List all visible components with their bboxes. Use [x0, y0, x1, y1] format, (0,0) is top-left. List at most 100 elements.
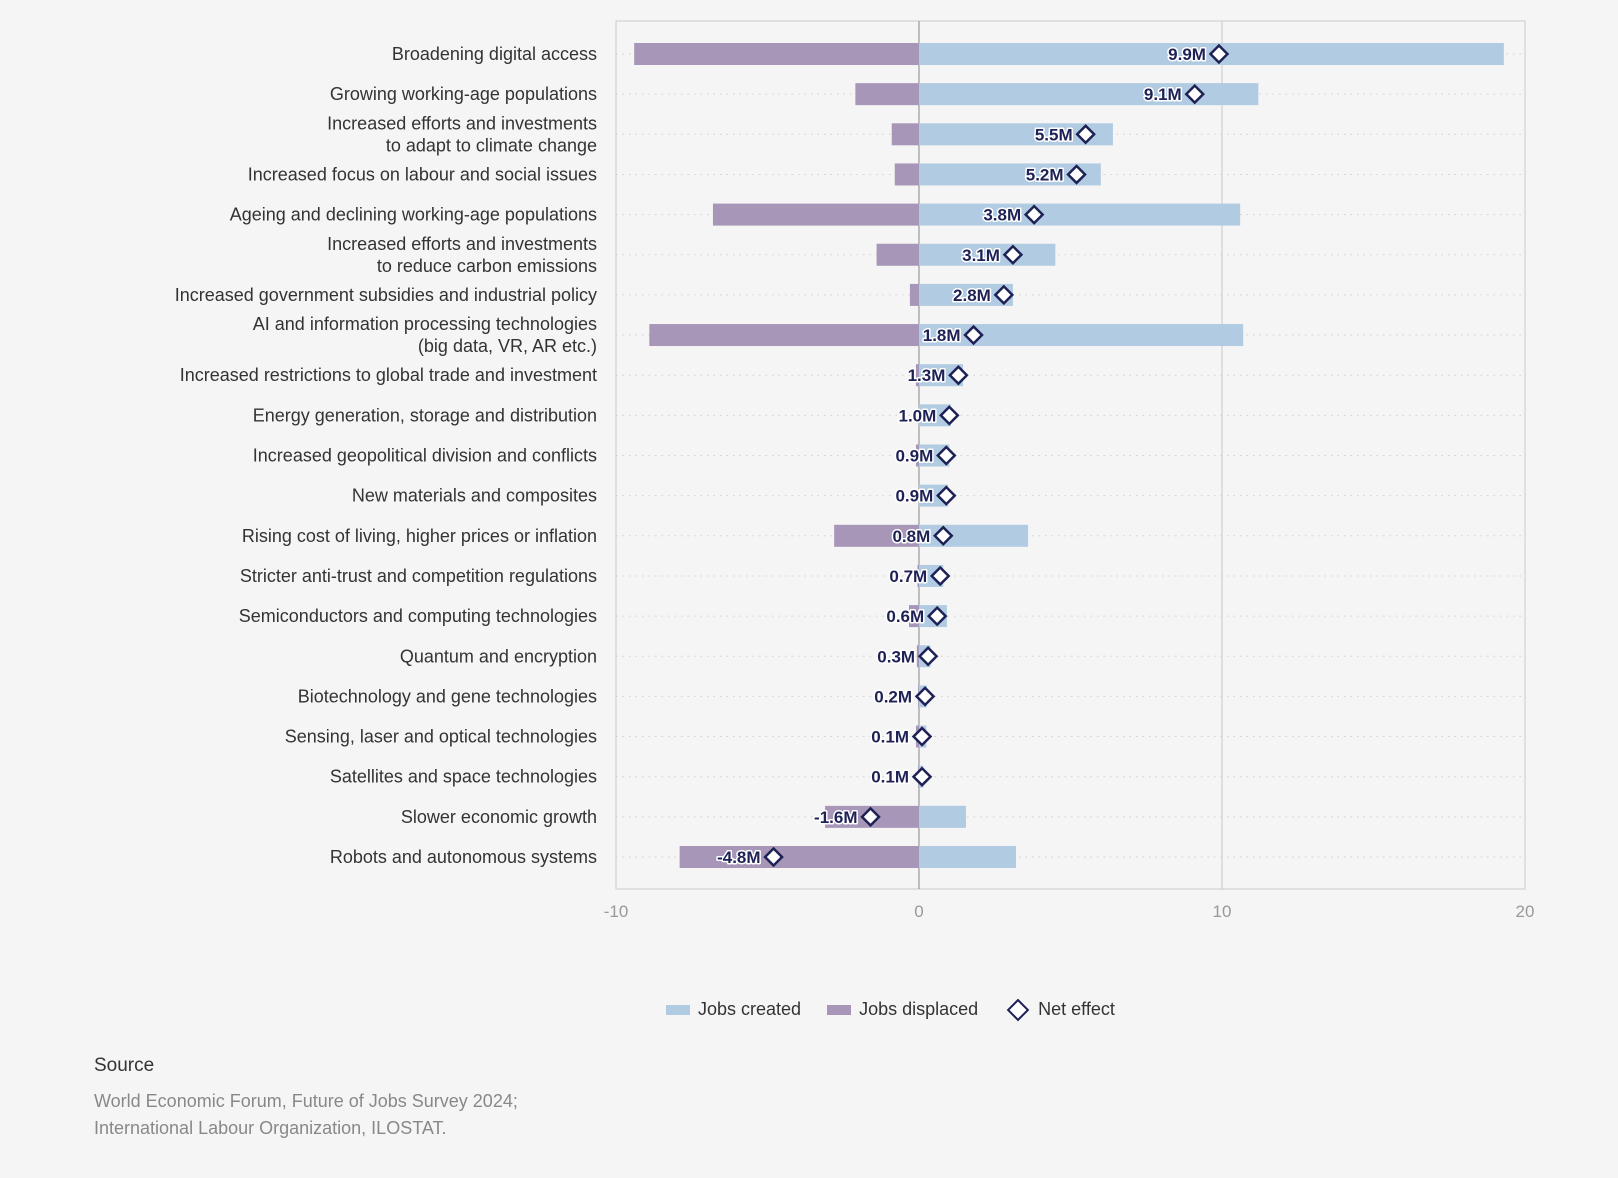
net-effect-marker — [929, 565, 951, 587]
category-label: Growing working-age populations — [330, 84, 597, 104]
x-tick-label: 0 — [914, 902, 923, 921]
legend-label: Jobs created — [698, 999, 802, 1019]
category-label: Increased government subsidies and indus… — [175, 285, 597, 305]
category-label: Energy generation, storage and distribut… — [253, 405, 597, 425]
category-label: Sensing, laser and optical technologies — [285, 727, 597, 747]
bar-jobs-displaced — [712, 203, 919, 226]
bar-jobs-created — [919, 484, 949, 507]
bar-jobs-displaced — [894, 163, 919, 186]
bar-jobs-created — [919, 163, 1101, 186]
net-effect-marker — [914, 686, 936, 707]
net-effect-marker — [1066, 164, 1087, 185]
x-tick-label: -10 — [604, 902, 629, 921]
net-effect-label: 0.1M — [871, 768, 909, 787]
bar-jobs-created — [919, 203, 1241, 226]
bar-jobs-displaced — [855, 83, 919, 106]
category-label: Increased geopolitical division and conf… — [253, 446, 597, 466]
bar-jobs-displaced — [909, 605, 919, 628]
category-label: Increased efforts and investments — [327, 234, 597, 254]
x-tick-label: 20 — [1516, 902, 1535, 921]
category-label: Semiconductors and computing technologie… — [239, 606, 597, 626]
bar-jobs-created — [919, 243, 1056, 266]
category-label: Rising cost of living, higher prices or … — [242, 526, 597, 546]
net-effect-marker — [939, 405, 960, 426]
category-label: (big data, VR, AR etc.) — [418, 336, 597, 356]
category-label: New materials and composites — [352, 486, 597, 506]
net-effect-label: 9.1M — [1144, 85, 1182, 104]
source-line: International Labour Organization, ILOST… — [94, 1118, 447, 1138]
bar-jobs-created — [919, 805, 966, 828]
net-effect-marker — [763, 846, 784, 868]
net-effect-label: 3.1M — [962, 246, 1000, 265]
net-effect-marker — [963, 324, 984, 346]
category-label: Ageing and declining working-age populat… — [230, 205, 597, 225]
category-label: to reduce carbon emissions — [377, 256, 597, 276]
net-effect-label: 0.9M — [895, 447, 933, 466]
net-effect-label: 0.8M — [892, 527, 930, 546]
bar-jobs-displaced — [634, 43, 919, 65]
legend-label: Jobs displaced — [859, 999, 979, 1019]
category-label: Increased efforts and investments — [327, 113, 597, 133]
category-label: Quantum and encryption — [400, 646, 597, 666]
bar-jobs-created — [919, 283, 1013, 306]
category-label: AI and information processing technologi… — [253, 314, 597, 334]
net-effect-label: 5.2M — [1026, 165, 1064, 184]
source-text: World Economic Forum, Future of Jobs Sur… — [94, 1088, 518, 1142]
legend-swatch-displaced — [827, 1004, 852, 1015]
bar-jobs-displaced — [834, 524, 919, 547]
net-effect-label: 1.0M — [899, 406, 937, 425]
net-effect-label: 0.7M — [889, 567, 927, 586]
net-effect-marker — [860, 806, 881, 828]
net-effect-marker — [1184, 83, 1205, 105]
bar-jobs-displaced — [909, 283, 919, 306]
legend-jobs-created: Jobs created — [666, 999, 801, 1020]
net-effect-label: 0.9M — [895, 487, 933, 506]
category-label: Increased focus on labour and social iss… — [248, 164, 597, 184]
bar-jobs-displaced — [679, 846, 919, 868]
net-effect-marker — [1002, 244, 1024, 266]
category-label: Increased restrictions to global trade a… — [180, 365, 597, 385]
source-line: World Economic Forum, Future of Jobs Sur… — [94, 1091, 518, 1111]
net-effect-marker — [911, 726, 933, 747]
category-label: Robots and autonomous systems — [330, 847, 597, 867]
diamond-icon — [1006, 998, 1030, 1021]
net-effect-marker — [917, 645, 939, 667]
net-effect-label: 9.9M — [1168, 45, 1206, 64]
bar-jobs-created — [919, 324, 1244, 347]
legend-jobs-displaced: Jobs displaced — [827, 999, 978, 1020]
bar-jobs-created — [919, 123, 1113, 146]
net-effect-label: -1.6M — [814, 808, 857, 827]
net-effect-label: 0.6M — [886, 607, 924, 626]
net-effect-label: 0.2M — [874, 687, 912, 706]
net-effect-label: -4.8M — [717, 848, 760, 867]
category-label: Slower economic growth — [401, 807, 597, 827]
net-effect-marker — [993, 284, 1015, 306]
category-label: to adapt to climate change — [386, 135, 597, 155]
bar-jobs-created — [919, 83, 1259, 106]
net-effect-label: 1.3M — [908, 366, 946, 385]
category-label: Broadening digital access — [392, 44, 597, 64]
net-effect-label: 0.1M — [871, 728, 909, 747]
bar-jobs-created — [919, 364, 963, 387]
net-effect-marker — [926, 605, 948, 627]
net-effect-marker — [1023, 204, 1045, 225]
net-effect-marker — [1208, 43, 1230, 65]
net-effect-label: 2.8M — [953, 286, 991, 305]
legend-label: Net effect — [1038, 999, 1115, 1019]
bar-jobs-displaced — [876, 243, 919, 266]
bar-jobs-displaced — [915, 364, 919, 387]
x-tick-label: 10 — [1213, 902, 1232, 921]
bar-jobs-displaced — [649, 324, 919, 347]
source-title: Source — [94, 1055, 155, 1076]
legend-swatch-created — [666, 1004, 690, 1015]
net-effect-marker — [948, 364, 969, 386]
net-effect-label: 5.5M — [1035, 125, 1073, 144]
bar-jobs-created — [919, 404, 951, 427]
category-label: Stricter anti-trust and competition regu… — [240, 566, 597, 586]
category-label: Satellites and space technologies — [330, 767, 597, 787]
category-label: Biotechnology and gene technologies — [298, 686, 597, 706]
bar-jobs-created — [919, 846, 1016, 868]
bar-jobs-displaced — [891, 123, 919, 146]
bar-jobs-displaced — [917, 564, 919, 587]
